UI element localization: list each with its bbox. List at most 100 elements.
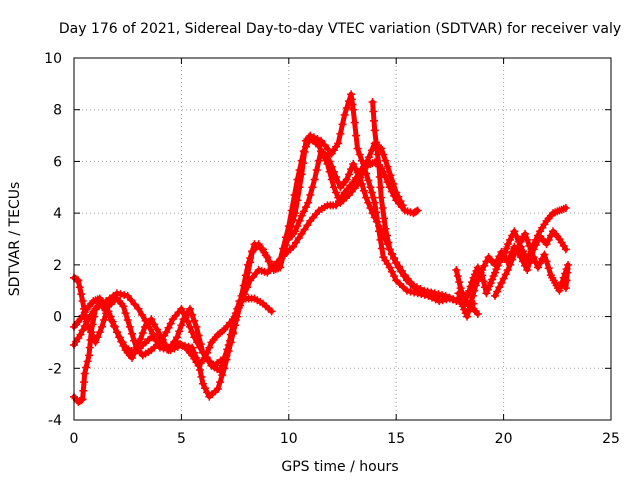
data-point <box>127 353 136 362</box>
data-point <box>300 225 309 234</box>
data-point <box>314 141 323 150</box>
y-tick-label: 4 <box>53 206 62 222</box>
data-point <box>310 175 319 184</box>
data-point <box>475 271 484 280</box>
data-point <box>367 188 376 197</box>
data-point <box>375 222 384 231</box>
data-point <box>75 283 84 292</box>
data-point <box>368 97 377 106</box>
data-point <box>370 116 379 125</box>
data-point <box>222 351 231 360</box>
data-point <box>382 231 391 240</box>
series-track-9 <box>491 229 573 300</box>
data-point <box>540 250 549 259</box>
series-trace <box>71 135 406 369</box>
series-track-6 <box>368 97 478 308</box>
data-point <box>491 260 500 269</box>
data-point <box>420 286 429 295</box>
data-point <box>377 193 386 202</box>
data-point <box>558 278 567 287</box>
x-tick-label: 10 <box>280 431 298 447</box>
data-point <box>314 156 323 165</box>
data-point <box>91 338 100 347</box>
data-point <box>353 144 362 153</box>
data-point <box>375 162 384 171</box>
data-point <box>201 384 210 393</box>
data-point <box>525 241 534 250</box>
data-point <box>284 222 293 231</box>
data-point <box>77 396 86 405</box>
data-point <box>512 232 521 241</box>
data-point <box>350 118 359 127</box>
data-point <box>390 272 399 281</box>
label-layer: 0 5 10 15 20 25 -4 -2 0 2 4 6 8 10 <box>44 51 620 447</box>
data-point <box>482 257 491 266</box>
data-point <box>261 251 270 260</box>
data-point <box>136 334 145 343</box>
data-point <box>234 303 243 312</box>
data-point <box>564 260 573 269</box>
data-point <box>544 264 553 273</box>
data-point <box>392 276 401 285</box>
data-point <box>175 327 184 336</box>
data-point <box>533 236 542 245</box>
data-point <box>434 290 443 299</box>
data-point <box>241 271 250 280</box>
y-tick-label: 6 <box>53 154 62 170</box>
data-point <box>243 260 252 269</box>
data-point <box>224 341 233 350</box>
data-point <box>493 256 502 265</box>
data-point <box>412 283 421 292</box>
data-point <box>489 272 498 281</box>
data-point <box>390 191 399 200</box>
data-point <box>463 290 472 299</box>
data-point <box>340 110 349 119</box>
data-point <box>110 322 119 331</box>
data-point <box>332 201 341 210</box>
data-point <box>445 293 454 302</box>
data-point <box>416 284 425 293</box>
y-tick-label: 2 <box>53 258 62 274</box>
data-point <box>510 227 519 236</box>
data-point <box>486 278 495 287</box>
data-point <box>412 207 421 216</box>
data-point <box>378 203 387 212</box>
data-point <box>327 175 336 184</box>
data-point <box>228 315 237 324</box>
data-point <box>336 129 345 138</box>
data-point <box>337 192 346 201</box>
data-point <box>276 263 285 272</box>
data-point <box>312 166 321 175</box>
data-point <box>448 295 457 304</box>
data-point <box>297 156 306 165</box>
y-tick-label: -2 <box>48 361 62 377</box>
data-point <box>542 240 551 249</box>
data-point <box>130 336 139 345</box>
data-point <box>430 289 439 298</box>
data-point <box>243 283 252 292</box>
data-point <box>383 178 392 187</box>
data-point <box>177 321 186 330</box>
data-point <box>409 281 418 290</box>
data-point <box>127 296 136 305</box>
data-point <box>376 183 385 192</box>
data-point <box>198 379 207 388</box>
y-tick-label: -4 <box>48 413 62 429</box>
data-point <box>464 307 473 316</box>
data-point <box>364 153 373 162</box>
data-point <box>561 203 570 212</box>
x-tick-label: 20 <box>495 431 513 447</box>
data-point <box>368 209 377 218</box>
data-point <box>116 290 125 299</box>
data-point <box>85 351 94 360</box>
data-point <box>471 281 480 290</box>
data-point <box>347 165 356 174</box>
data-point <box>304 138 313 147</box>
data-point <box>118 338 127 347</box>
data-point <box>79 386 88 395</box>
data-point <box>503 266 512 275</box>
data-point <box>467 297 476 306</box>
data-point <box>562 276 571 285</box>
data-point <box>107 316 116 325</box>
data-point <box>381 224 390 233</box>
